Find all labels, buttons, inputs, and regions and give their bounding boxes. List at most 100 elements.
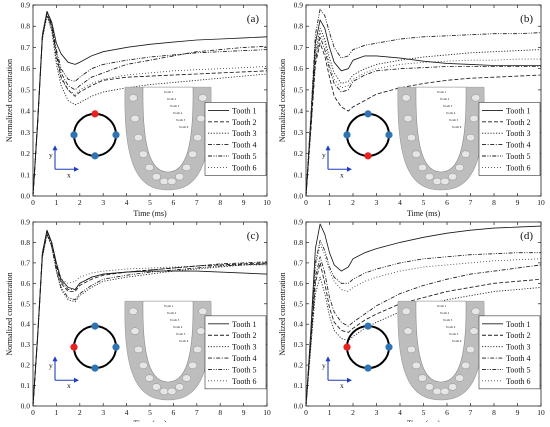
x-tick-label: 0	[304, 408, 308, 417]
x-tick-label: 1	[55, 198, 59, 207]
tooth-shape	[138, 150, 148, 158]
y-tick-label: 0.6	[21, 279, 31, 288]
inset-ring	[73, 325, 117, 370]
tooth-shape	[167, 387, 177, 396]
tooth-shape	[151, 173, 161, 181]
inset-x-arrow	[347, 166, 352, 172]
x-tick-label: 0	[304, 198, 308, 207]
tooth-shape	[159, 177, 169, 186]
inset-sensor-dot-bottom	[364, 152, 372, 160]
legend-label-tooth-1: Tooth 1	[232, 106, 257, 115]
arch-tooth-label: Tooth 2	[167, 311, 177, 315]
legend-label-tooth-6: Tooth 6	[232, 377, 257, 386]
inset-sensor-diagram: yx	[322, 322, 393, 390]
tooth-shape	[193, 345, 203, 354]
x-tick-label: 10	[537, 198, 545, 207]
x-tick-label: 7	[195, 198, 199, 207]
legend-label-tooth-6: Tooth 6	[506, 377, 531, 386]
y-tick-label: 0.8	[21, 238, 31, 247]
x-tick-label: 1	[328, 408, 332, 417]
y-axis-label: Normalized concentration	[278, 272, 287, 355]
x-tick-label: 2	[351, 198, 355, 207]
tooth-shape	[466, 133, 476, 142]
x-tick-label: 5	[148, 408, 152, 417]
tooth-shape	[188, 150, 198, 158]
legend: Tooth 1 Tooth 2 Tooth 3 Tooth 4 Tooth 5 Tooth…	[204, 102, 267, 176]
tooth-shape	[198, 307, 208, 315]
inset-dental-arch: Tooth 1 Tooth 2 Tooth 3 Tooth 4 Tooth 5 Tooth…	[124, 300, 212, 401]
y-tick-label: 0.7	[294, 43, 304, 52]
arch-tooth-label: Tooth 2	[167, 97, 177, 101]
arch-tooth-label: Tooth 6	[452, 125, 462, 129]
x-tick-label: 6	[445, 408, 449, 417]
inset-x-label: x	[67, 170, 71, 179]
legend-label-tooth-2: Tooth 2	[232, 118, 257, 127]
x-tick-label: 5	[422, 198, 426, 207]
y-tick-label: 0.1	[21, 170, 31, 179]
x-tick-label: 5	[148, 198, 152, 207]
legend-label-tooth-3: Tooth 3	[232, 129, 257, 138]
y-tick-label: 0.0	[294, 402, 304, 411]
legend-label-tooth-2: Tooth 2	[232, 331, 257, 340]
dental-arch-inner	[415, 300, 467, 383]
x-tick-label: 2	[351, 408, 355, 417]
legend-label-tooth-1: Tooth 1	[506, 320, 531, 329]
arch-tooth-label: Tooth 4	[446, 111, 456, 115]
x-tick-label: 7	[469, 198, 473, 207]
tooth-shape	[138, 361, 148, 370]
x-tick-label: 8	[218, 198, 222, 207]
legend-label-tooth-5: Tooth 5	[232, 365, 257, 374]
legend-label-tooth-2: Tooth 2	[506, 331, 531, 340]
inset-x-label: x	[340, 170, 344, 179]
legend-box	[478, 102, 541, 176]
tooth-shape	[198, 94, 208, 102]
inset-sensor-dot-top	[91, 322, 99, 330]
series-line-tooth-6	[305, 244, 542, 407]
arch-tooth-label: Tooth 1	[437, 304, 447, 308]
tooth-shape	[401, 307, 411, 315]
tooth-shape	[417, 163, 427, 172]
tooth-shape	[469, 327, 479, 335]
x-tick-label: 6	[172, 408, 176, 417]
arch-tooth-label: Tooth 4	[446, 325, 456, 329]
inset-ring	[346, 325, 390, 370]
x-tick-label: 1	[55, 408, 59, 417]
panel-c: 0 1 2 3 4 5 6 7 8 9 10 0.0 0.1 0.2 0.3 0.4 0.5 0.6 0.7 0.8 0…	[5, 218, 271, 427]
tooth-shape	[403, 327, 413, 335]
dental-arch-inner	[142, 86, 194, 173]
legend-label-tooth-2: Tooth 2	[506, 118, 531, 127]
y-tick-label: 0.4	[21, 320, 31, 329]
tooth-shape	[466, 345, 476, 354]
tooth-shape	[432, 177, 442, 186]
tooth-shape	[461, 361, 471, 370]
y-tick-label: 0.8	[21, 22, 31, 31]
legend-label-tooth-1: Tooth 1	[232, 320, 257, 329]
series-line-tooth-2	[305, 262, 542, 407]
tooth-shape	[471, 94, 481, 102]
legend-label-tooth-4: Tooth 4	[232, 354, 257, 363]
x-tick-label: 2	[78, 408, 82, 417]
arch-tooth-label: Tooth 1	[164, 90, 174, 94]
tooth-shape	[182, 374, 192, 382]
x-tick-label: 8	[492, 198, 496, 207]
legend-label-tooth-6: Tooth 6	[232, 163, 257, 172]
inset-x-label: x	[67, 381, 71, 390]
inset-ring	[73, 112, 117, 157]
x-tick-label: 0	[31, 408, 35, 417]
legend-label-tooth-4: Tooth 4	[506, 354, 531, 363]
inset-y-label: y	[49, 361, 53, 370]
x-tick-label: 3	[101, 408, 105, 417]
tooth-shape	[471, 307, 481, 315]
y-tick-label: 0.9	[21, 1, 31, 10]
inset-x-arrow	[74, 166, 79, 172]
tooth-shape	[461, 150, 471, 158]
y-tick-label: 0.3	[294, 128, 304, 137]
legend: Tooth 1 Tooth 2 Tooth 3 Tooth 4 Tooth 5 Tooth…	[478, 315, 541, 390]
panel-b: 0 1 2 3 4 5 6 7 8 9 10 0.0 0.1 0.2 0.3 0.4 0.5 0.6 0.7 0.8 0…	[278, 1, 545, 219]
tooth-shape	[128, 94, 138, 102]
y-tick-label: 0.3	[294, 340, 304, 349]
inset-sensor-dot-bottom	[91, 364, 99, 372]
legend-label-tooth-1: Tooth 1	[506, 106, 531, 115]
tooth-shape	[167, 177, 177, 186]
